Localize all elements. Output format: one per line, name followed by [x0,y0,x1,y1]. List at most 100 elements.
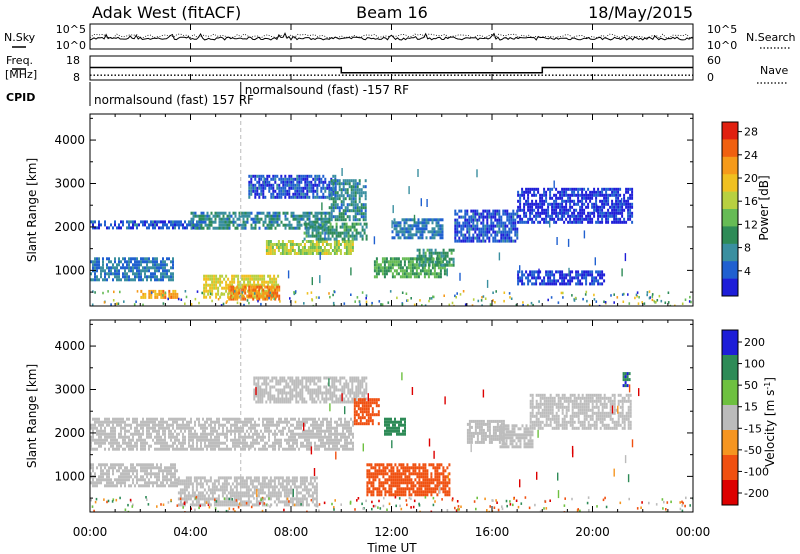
power-cell [597,217,600,221]
velocity-cell [203,494,206,498]
power-cell [472,236,475,240]
power-cell [120,278,122,282]
velocity-cell [276,426,278,430]
power-cell [529,279,532,283]
power-cell [269,243,272,246]
power-cell [462,239,465,243]
power-cell [597,279,600,283]
power-cell [561,190,564,194]
power-cell [482,239,485,243]
power-cell [152,260,154,264]
velocity-cell [264,435,266,439]
power-cell [274,226,277,230]
velocity-cell [92,478,94,482]
velocity-cell [246,429,248,433]
power-cell [397,233,400,237]
velocity-cell [92,481,94,485]
power-cell [365,297,367,300]
power-cell [336,179,339,183]
velocity-cell [229,488,232,492]
velocity-cell [148,463,150,467]
power-cell [577,279,580,283]
velocity-cell [112,481,114,485]
power-cell [348,215,351,219]
power-cell [325,228,328,232]
power-cell [387,266,390,270]
velocity-cell [128,441,130,445]
velocity-cell [144,438,146,442]
power-cell [354,182,357,186]
power-cell [669,304,672,306]
power-cell [140,269,142,273]
power-cell [454,227,457,231]
power-cell [176,292,179,296]
power-cell [571,187,574,191]
velocity-cell [124,441,126,445]
velocity-cell [215,497,218,501]
power-cell [102,263,104,267]
velocity-cell [180,447,182,451]
velocity-cell [106,472,108,476]
velocity-cell [225,476,228,480]
velocity-cell [328,444,330,448]
power-cell [152,272,154,276]
power-cell [341,225,344,229]
velocity-cell [302,429,304,433]
velocity-cell [156,429,158,433]
power-cell [480,233,483,237]
power-cell [611,202,614,206]
power-cell [581,214,584,218]
power-cell [116,272,118,276]
power-cell [98,263,100,267]
velocity-cell [116,444,118,448]
power-cell [254,189,257,193]
power-cell [363,228,366,232]
power-cell [353,222,356,226]
power-cell [138,263,140,267]
power-cell [211,274,214,278]
power-cell [397,272,400,276]
power-cell [225,280,228,284]
power-cell [225,274,228,278]
power-cell [244,226,247,230]
power-cell [134,257,136,261]
power-cell [186,226,188,230]
power-cell [315,237,318,241]
velocity-cell [264,441,266,445]
velocity-cell [272,447,274,451]
power-cell [236,291,239,295]
power-cbar-tick-label: 24 [744,149,758,162]
power-tick-label: 3000 [54,177,85,191]
power-cell [239,286,242,290]
velocity-cell [304,423,306,427]
power-cell [502,227,505,231]
power-cell [629,211,632,215]
power-cell [415,275,418,279]
velocity-cell [254,429,256,433]
power-cell [328,215,331,219]
power-cell [468,218,471,222]
velocity-cell [112,423,114,427]
power-cell [307,246,310,249]
power-cell [338,197,341,201]
power-cell [260,192,263,196]
velocity-cell [268,417,270,421]
power-cell [595,199,598,203]
power-cell [651,295,654,298]
power-cell [492,227,495,231]
power-cell [164,260,166,264]
power-cell [271,243,274,246]
power-cell [299,252,302,255]
power-cell [118,257,120,261]
power-cell [393,236,396,240]
velocity-cell [236,441,238,445]
velocity-cell [288,441,290,445]
velocity-cell [190,417,192,421]
power-cell [409,263,412,267]
power-cell [150,291,153,294]
power-cell [623,196,626,200]
power-cell [561,282,564,286]
power-cell [292,180,295,184]
velocity-cell [334,447,336,451]
velocity-cell [174,441,176,445]
